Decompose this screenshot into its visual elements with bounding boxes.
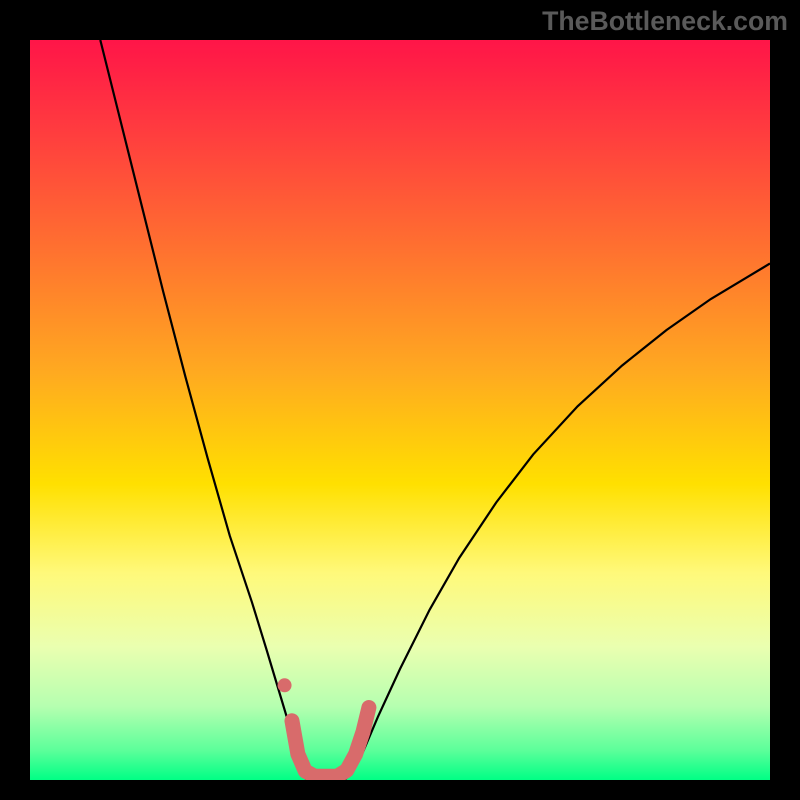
plot-svg — [30, 40, 770, 780]
chart-frame: TheBottleneck.com — [0, 0, 800, 800]
highlight-dot — [278, 678, 292, 692]
watermark: TheBottleneck.com — [542, 6, 788, 37]
plot-area — [30, 40, 770, 780]
